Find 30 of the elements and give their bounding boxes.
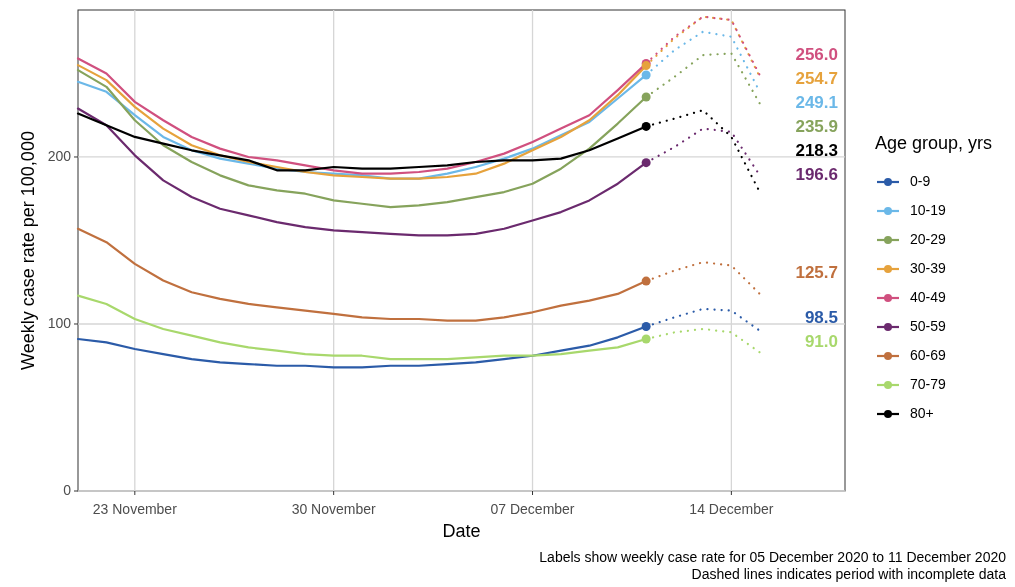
- x-tick-label: 14 December: [689, 501, 774, 517]
- legend-label: 0-9: [910, 172, 931, 189]
- legend-label: 70-79: [910, 375, 947, 392]
- annotation: 91.0: [804, 331, 838, 351]
- legend-label: 10-19: [910, 201, 947, 218]
- annotation: 125.7: [795, 262, 838, 282]
- annotation: 249.1: [795, 92, 838, 112]
- legend-label: 40-49: [910, 288, 947, 305]
- legend-label: 80+: [910, 404, 934, 421]
- x-tick-label: 23 November: [92, 501, 178, 517]
- annotation: 98.5: [804, 307, 838, 327]
- annotation: 218.3: [795, 140, 838, 160]
- annotation: 256.0: [795, 44, 838, 64]
- y-tick-label: 200: [47, 147, 72, 164]
- text: Dashed lines indicates period with incomplete data: [691, 566, 1007, 582]
- legend-label: 60-69: [910, 346, 947, 363]
- x-tick-label: 30 November: [291, 501, 377, 517]
- x-axis-title: Date: [442, 521, 481, 541]
- y-axis-title: Weekly case rate per 100,000: [18, 131, 38, 370]
- legend-label: 30-39: [910, 259, 947, 276]
- annotation: 254.7: [795, 68, 838, 88]
- annotation: 196.6: [795, 164, 838, 184]
- annotation: 235.9: [795, 116, 838, 136]
- x-tick-label: 07 December: [490, 501, 575, 517]
- legend-label: 20-29: [910, 230, 947, 247]
- y-tick-label: 0: [63, 481, 72, 498]
- y-tick-label: 100: [47, 314, 72, 331]
- legend-label: 50-59: [910, 317, 947, 334]
- text: Labels show weekly case rate for 05 December 2020 to 11 December 2020: [539, 549, 1007, 565]
- legend-title: Age group, yrs: [875, 133, 993, 153]
